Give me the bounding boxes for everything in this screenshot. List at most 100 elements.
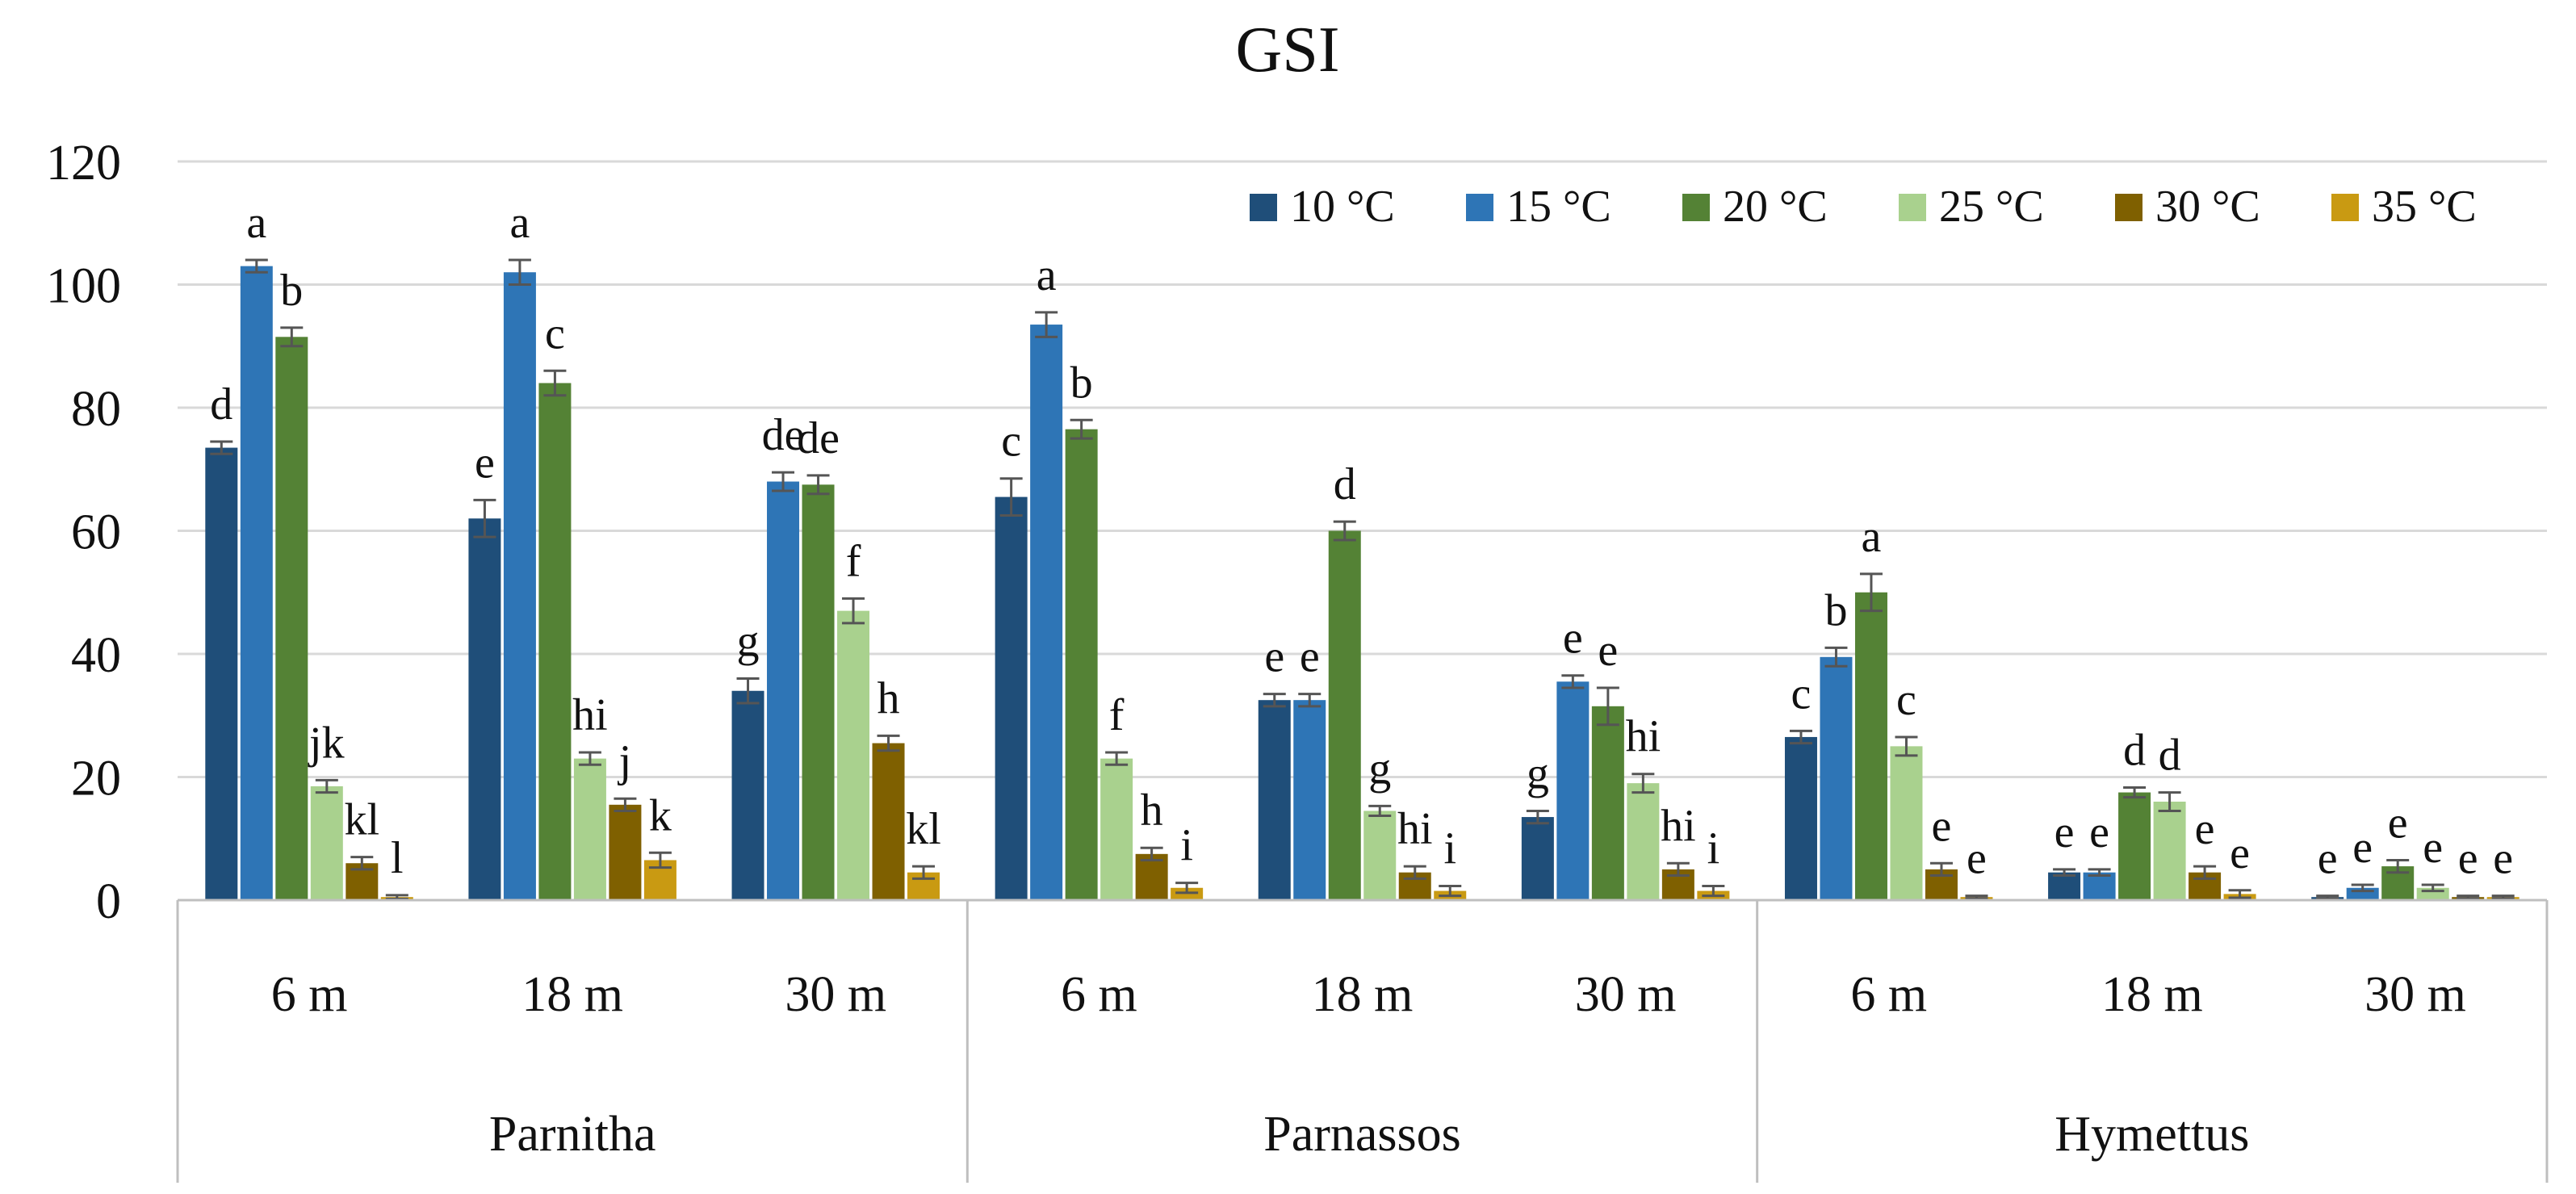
bar-2-3 — [1065, 429, 1098, 900]
bar-3-5 — [1627, 783, 1660, 900]
x-tick-label: 6 m — [271, 967, 348, 1022]
significance-letter: e — [2423, 823, 2443, 873]
significance-letter: e — [2352, 823, 2373, 873]
legend-swatch-1 — [1466, 194, 1493, 221]
y-tick-label: 60 — [71, 505, 121, 560]
y-tick-label: 120 — [46, 136, 121, 191]
significance-letter: e — [2055, 807, 2075, 857]
significance-letter: kl — [906, 804, 941, 854]
significance-letter: j — [618, 736, 632, 786]
significance-letter: e — [475, 438, 495, 488]
legend: 10 °C 15 °C 20 °C 25 °C 30 °C 35 °C — [1250, 182, 2477, 232]
y-axis-ticks: 0 20 40 60 80 100 120 — [46, 136, 121, 929]
bar-1-1 — [503, 272, 536, 900]
significance-letter: c — [545, 308, 565, 358]
y-tick-label: 20 — [71, 752, 121, 806]
x-tick-label: 30 m — [785, 967, 886, 1022]
gridlines — [178, 160, 2547, 902]
significance-letter: hi — [1397, 804, 1433, 854]
bar-4-2 — [872, 743, 905, 900]
legend-label-4: 30 °C — [2155, 182, 2260, 232]
significance-letter: f — [1109, 690, 1125, 740]
significance-letter: e — [2195, 804, 2215, 854]
significance-letter: g — [1527, 748, 1549, 798]
legend-swatch-5 — [2331, 194, 2359, 221]
significance-letter: e — [2318, 834, 2338, 884]
bar-0-7 — [2048, 872, 2081, 900]
legend-label-1: 15 °C — [1506, 182, 1611, 232]
bar-3-4 — [1363, 811, 1397, 900]
bar-1-4 — [1293, 700, 1326, 900]
significance-letter: h — [878, 673, 900, 723]
x-tick-label: 6 m — [1850, 967, 1927, 1022]
significance-letter: a — [509, 198, 530, 248]
x-tick-label: 30 m — [2364, 967, 2466, 1022]
legend-label-2: 20 °C — [1723, 182, 1828, 232]
bar-2-1 — [538, 383, 572, 900]
y-tick-label: 0 — [96, 874, 121, 929]
y-tick-label: 80 — [71, 382, 121, 437]
bar-4-3 — [1135, 853, 1168, 900]
significance-letter: g — [737, 617, 760, 667]
significance-letter: e — [1264, 632, 1284, 682]
y-tick-label: 40 — [71, 628, 121, 683]
legend-swatch-3 — [1899, 194, 1926, 221]
legend-swatch-0 — [1250, 194, 1277, 221]
significance-letter: a — [1037, 250, 1057, 300]
significance-letter: e — [1300, 632, 1320, 682]
significance-letter: e — [1598, 626, 1618, 676]
x-tick-label: 30 m — [1575, 967, 1677, 1022]
significance-letter: g — [1368, 744, 1391, 794]
significance-letter: c — [1791, 668, 1812, 718]
legend-label-3: 25 °C — [1939, 182, 2044, 232]
legend-swatch-4 — [2115, 194, 2142, 221]
bar-0-4 — [1258, 700, 1291, 900]
bar-0-2 — [731, 690, 764, 900]
bar-0-5 — [1521, 817, 1554, 900]
group-label: Hymettus — [2055, 1107, 2249, 1162]
significance-letter: e — [2493, 834, 2513, 884]
significance-letter: e — [2458, 834, 2478, 884]
significance-letter: e — [2230, 828, 2250, 878]
group-label: Parnitha — [489, 1107, 656, 1162]
bar-1-2 — [767, 481, 800, 900]
x-tick-label: 18 m — [521, 967, 623, 1022]
significance-letter: i — [1443, 823, 1456, 874]
bar-0-1 — [468, 518, 501, 900]
bar-1-3 — [1030, 325, 1063, 900]
significance-letter: hi — [1661, 801, 1696, 851]
bar-5-3 — [1171, 887, 1204, 900]
significance-letter: a — [1862, 512, 1882, 562]
significance-letter: hi — [1626, 712, 1661, 762]
significance-letter: jk — [308, 718, 345, 768]
x-tick-label: 18 m — [2101, 967, 2203, 1022]
bar-1-6 — [1820, 656, 1853, 900]
significance-letter: d — [2123, 725, 2146, 775]
significance-letter: f — [846, 536, 861, 586]
bar-1-7 — [2083, 872, 2116, 900]
significance-letter: i — [1180, 821, 1193, 871]
significance-letter: c — [1001, 417, 1021, 467]
bar-3-0 — [310, 786, 343, 900]
significance-letter: b — [280, 266, 303, 316]
bar-1-0 — [240, 266, 273, 900]
significance-letter: de — [762, 410, 805, 460]
legend-label-5: 35 °C — [2372, 182, 2477, 232]
y-tick-label: 100 — [46, 259, 121, 314]
bar-3-7 — [2153, 802, 2186, 900]
bar-2-5 — [1591, 706, 1624, 900]
significance-letter: kl — [345, 795, 380, 845]
chart-title: GSI — [1236, 15, 1340, 86]
bar-0-0 — [205, 447, 238, 900]
significance-letter: b — [1070, 358, 1093, 408]
x-tick-label: 6 m — [1061, 967, 1137, 1022]
bar-3-2 — [837, 610, 870, 900]
legend-swatch-2 — [1682, 194, 1710, 221]
bar-0-3 — [995, 496, 1028, 900]
significance-letter: l — [391, 833, 404, 883]
x-axis: 6 m 18 m 30 m 6 m 18 m 30 m 6 m 18 m 30 m Parnith… — [176, 899, 2549, 1183]
significance-letter: de — [797, 413, 840, 463]
significance-letter: k — [649, 790, 672, 840]
